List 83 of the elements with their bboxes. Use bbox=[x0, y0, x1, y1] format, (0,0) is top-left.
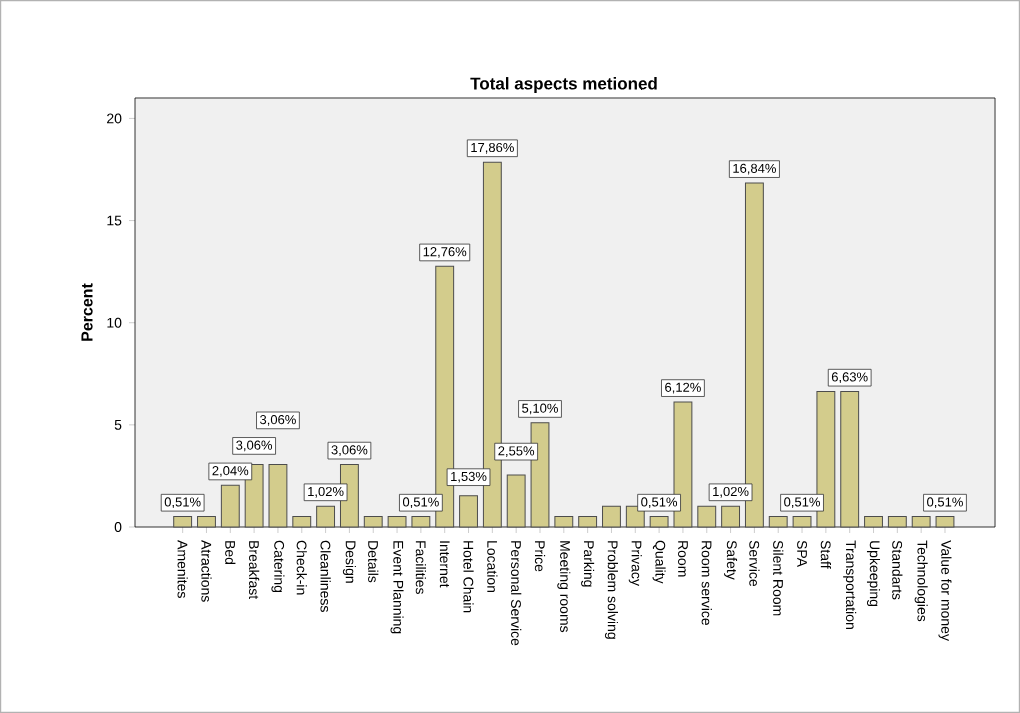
bar bbox=[887, 516, 907, 528]
bar bbox=[935, 516, 955, 528]
x-tick-label: SPA bbox=[797, 540, 807, 568]
x-tick-label: Internet bbox=[439, 541, 450, 588]
x-tick-label: Staff bbox=[820, 540, 831, 569]
data-label: 2,55% bbox=[498, 446, 535, 457]
bar bbox=[506, 474, 526, 528]
data-label: 0,51% bbox=[402, 497, 439, 509]
y-tick-label: 15 bbox=[107, 215, 122, 226]
x-tick-label: Breakfast bbox=[248, 541, 260, 600]
data-label: 6,63% bbox=[831, 372, 868, 384]
data-label: 6,12% bbox=[665, 382, 701, 394]
x-tick-label: Room service bbox=[701, 541, 712, 625]
x-tick-label: Privacy bbox=[628, 541, 642, 586]
data-label: 17,86% bbox=[471, 142, 514, 154]
data-label: 3,06% bbox=[331, 445, 368, 456]
bar bbox=[197, 516, 216, 528]
bar bbox=[721, 505, 741, 528]
x-tick-label: Price bbox=[534, 541, 546, 572]
bar bbox=[268, 463, 288, 528]
x-tick-label: Safety bbox=[724, 540, 738, 580]
bar bbox=[220, 484, 240, 528]
x-tick-label: Hotel Chain bbox=[463, 541, 474, 613]
bar bbox=[578, 516, 598, 528]
bar bbox=[911, 516, 931, 528]
data-label: 3,06% bbox=[260, 415, 296, 426]
data-label: 0,51% bbox=[927, 497, 963, 509]
chart-title: Total aspects metioned bbox=[470, 77, 657, 93]
bar bbox=[554, 516, 574, 528]
x-tick-label: Cleanliness bbox=[320, 540, 331, 612]
x-tick-label: Location bbox=[487, 541, 498, 593]
x-tick-label: Value for money bbox=[938, 540, 952, 641]
data-label: 5,10% bbox=[522, 403, 558, 415]
bar bbox=[602, 505, 621, 528]
x-tick-label: Check-in bbox=[296, 540, 307, 595]
x-tick-label: Details bbox=[368, 541, 379, 583]
x-tick-label: Problem solving bbox=[604, 541, 618, 639]
x-tick-label: Facilities bbox=[415, 541, 427, 595]
bar bbox=[649, 516, 669, 528]
bar bbox=[173, 516, 193, 528]
x-tick-label: Technologies bbox=[914, 540, 928, 622]
x-tick-label: Event Planning bbox=[390, 541, 404, 634]
y-tick-label: 0 bbox=[114, 522, 122, 532]
x-tick-label: Standarts bbox=[892, 540, 903, 600]
x-tick-label: Design bbox=[342, 541, 356, 583]
x-tick-label: Personal Service bbox=[511, 541, 522, 646]
data-label: 0,51% bbox=[784, 497, 820, 509]
data-label: 3,06% bbox=[236, 440, 273, 452]
x-tick-label: Quality bbox=[652, 540, 666, 584]
x-tick-label: Bed bbox=[225, 541, 236, 565]
x-tick-label: Parking bbox=[581, 541, 595, 587]
bar bbox=[864, 516, 883, 528]
x-tick-label: Silent Room bbox=[773, 540, 784, 616]
bar bbox=[387, 516, 407, 528]
bar bbox=[292, 516, 312, 528]
data-label: 16,84% bbox=[733, 163, 776, 175]
bar bbox=[411, 516, 431, 528]
data-label: 2,04% bbox=[212, 466, 249, 477]
x-tick-label: Atractions bbox=[201, 540, 212, 602]
data-label: 1,02% bbox=[308, 486, 344, 498]
x-tick-label: Service bbox=[749, 540, 760, 587]
data-label: 1,53% bbox=[451, 471, 487, 483]
y-tick-label: 20 bbox=[107, 113, 122, 124]
bar bbox=[768, 516, 788, 528]
data-label: 0,51% bbox=[164, 497, 201, 509]
bar bbox=[792, 516, 812, 528]
y-tick-label: 5 bbox=[114, 419, 122, 430]
x-tick-label: Catering bbox=[271, 540, 285, 593]
x-tick-label: Transportation bbox=[843, 540, 857, 629]
bar bbox=[363, 516, 383, 528]
x-tick-label: Room bbox=[678, 541, 688, 577]
y-tick-label: 10 bbox=[107, 317, 122, 328]
bar bbox=[316, 505, 336, 528]
bar bbox=[697, 505, 717, 528]
y-axis-title: Percent bbox=[81, 283, 93, 341]
x-tick-label: Amenites bbox=[177, 540, 188, 598]
data-label: 0,51% bbox=[641, 497, 678, 509]
bar bbox=[840, 391, 860, 528]
x-tick-label: Meeting rooms bbox=[557, 541, 571, 633]
data-label: 1,02% bbox=[713, 486, 749, 498]
bar bbox=[459, 495, 478, 528]
x-tick-label: Upkeeping bbox=[866, 541, 881, 607]
data-label: 12,76% bbox=[423, 247, 467, 258]
